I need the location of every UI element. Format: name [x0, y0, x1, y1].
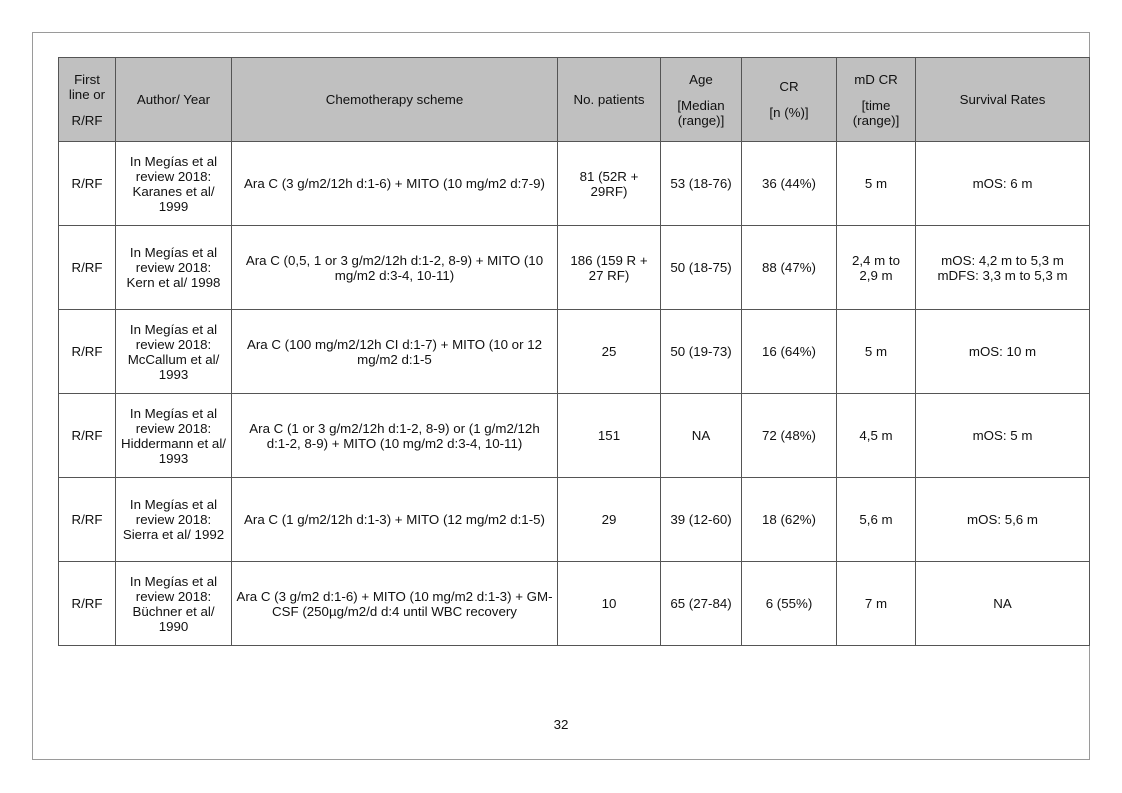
header-author-year: Author/ Year: [115, 57, 232, 142]
table-row: R/RF In Megías et al review 2018: Hidderm…: [58, 393, 1090, 478]
cell-md-cr: 5 m: [836, 309, 916, 394]
cell-md-cr: 4,5 m: [836, 393, 916, 478]
cell-age: 39 (12-60): [660, 477, 742, 562]
table-row: R/RF In Megías et al review 2018: McCallu…: [58, 309, 1090, 394]
header-cr: CR [n (%)]: [741, 57, 837, 142]
table-row: R/RF In Megías et al review 2018: Sierra …: [58, 477, 1090, 562]
header-label: Author/ Year: [136, 92, 211, 107]
header-label: Chemotherapy scheme: [325, 92, 464, 107]
cell-chemotherapy-scheme: Ara C (3 g/m2/12h d:1-6) + MITO (10 mg/m…: [231, 141, 558, 226]
chemotherapy-table: First line or R/RF Author/ Year Chemotherap…: [58, 57, 1090, 646]
header-no-patients: No. patients: [557, 57, 661, 142]
header-sublabel: R/RF: [71, 112, 103, 128]
cell-age: 65 (27-84): [660, 561, 742, 646]
cell-age: NA: [660, 393, 742, 478]
cell-no-patients: 25: [557, 309, 661, 394]
header-label: Survival Rates: [959, 92, 1046, 107]
cell-survival-rates: mOS: 5 m: [915, 393, 1090, 478]
cell-cr: 72 (48%): [741, 393, 837, 478]
cell-cr: 88 (47%): [741, 225, 837, 310]
cell-chemotherapy-scheme: Ara C (1 or 3 g/m2/12h d:1-2, 8-9) or (1…: [231, 393, 558, 478]
header-sublabel: [time (range)]: [852, 97, 900, 128]
cell-survival-rates: NA: [915, 561, 1090, 646]
cell-md-cr: 2,4 m to 2,9 m: [836, 225, 916, 310]
header-label: No. patients: [573, 92, 645, 107]
cell-cr: 6 (55%): [741, 561, 837, 646]
cell-md-cr: 7 m: [836, 561, 916, 646]
cell-survival-rates: mOS: 4,2 m to 5,3 m mDFS: 3,3 m to 5,3 m: [915, 225, 1090, 310]
header-chemotherapy-scheme: Chemotherapy scheme: [231, 57, 558, 142]
cell-md-cr: 5 m: [836, 141, 916, 226]
cell-survival-rates: mOS: 5,6 m: [915, 477, 1090, 562]
header-survival-rates: Survival Rates: [915, 57, 1090, 142]
cell-age: 50 (19-73): [660, 309, 742, 394]
header-sublabel: [Median (range)]: [677, 97, 725, 128]
table-header-row: First line or R/RF Author/ Year Chemotherap…: [58, 57, 1090, 142]
cell-author-year: In Megías et al review 2018: Kern et al/…: [115, 225, 232, 310]
cell-no-patients: 10: [557, 561, 661, 646]
cell-chemotherapy-scheme: Ara C (1 g/m2/12h d:1-3) + MITO (12 mg/m…: [231, 477, 558, 562]
cell-first-line: R/RF: [58, 141, 116, 226]
cell-first-line: R/RF: [58, 309, 116, 394]
header-label: mD CR: [854, 71, 898, 87]
cell-survival-rates: mOS: 6 m: [915, 141, 1090, 226]
cell-author-year: In Megías et al review 2018: Sierra et a…: [115, 477, 232, 562]
cell-author-year: In Megías et al review 2018: McCallum et…: [115, 309, 232, 394]
cell-cr: 16 (64%): [741, 309, 837, 394]
header-label: CR: [779, 79, 799, 94]
cell-chemotherapy-scheme: Ara C (3 g/m2 d:1-6) + MITO (10 mg/m2 d:…: [231, 561, 558, 646]
cell-no-patients: 186 (159 R + 27 RF): [557, 225, 661, 310]
cell-no-patients: 151: [557, 393, 661, 478]
header-md-cr: mD CR [time (range)]: [836, 57, 916, 142]
page-frame: [32, 32, 1090, 760]
cell-age: 50 (18-75): [660, 225, 742, 310]
table-row: R/RF In Megías et al review 2018: Kern et…: [58, 225, 1090, 310]
cell-no-patients: 29: [557, 477, 661, 562]
page-number: 32: [553, 717, 569, 732]
header-sublabel: [n (%)]: [769, 105, 809, 120]
cell-chemotherapy-scheme: Ara C (0,5, 1 or 3 g/m2/12h d:1-2, 8-9) …: [231, 225, 558, 310]
cell-cr: 36 (44%): [741, 141, 837, 226]
cell-md-cr: 5,6 m: [836, 477, 916, 562]
cell-no-patients: 81 (52R + 29RF): [557, 141, 661, 226]
header-first-line: First line or R/RF: [58, 57, 116, 142]
cell-first-line: R/RF: [58, 477, 116, 562]
cell-age: 53 (18-76): [660, 141, 742, 226]
table-row: R/RF In Megías et al review 2018: Karanes…: [58, 141, 1090, 226]
table-row: R/RF In Megías et al review 2018: Büchner…: [58, 561, 1090, 646]
cell-first-line: R/RF: [58, 561, 116, 646]
cell-chemotherapy-scheme: Ara C (100 mg/m2/12h CI d:1-7) + MITO (1…: [231, 309, 558, 394]
header-label: Age: [689, 71, 713, 87]
header-label: First line or: [68, 71, 106, 102]
cell-first-line: R/RF: [58, 393, 116, 478]
cell-author-year: In Megías et al review 2018: Büchner et …: [115, 561, 232, 646]
cell-first-line: R/RF: [58, 225, 116, 310]
cell-survival-rates: mOS: 10 m: [915, 309, 1090, 394]
header-age: Age [Median (range)]: [660, 57, 742, 142]
cell-author-year: In Megías et al review 2018: Karanes et …: [115, 141, 232, 226]
cell-cr: 18 (62%): [741, 477, 837, 562]
cell-author-year: In Megías et al review 2018: Hiddermann …: [115, 393, 232, 478]
